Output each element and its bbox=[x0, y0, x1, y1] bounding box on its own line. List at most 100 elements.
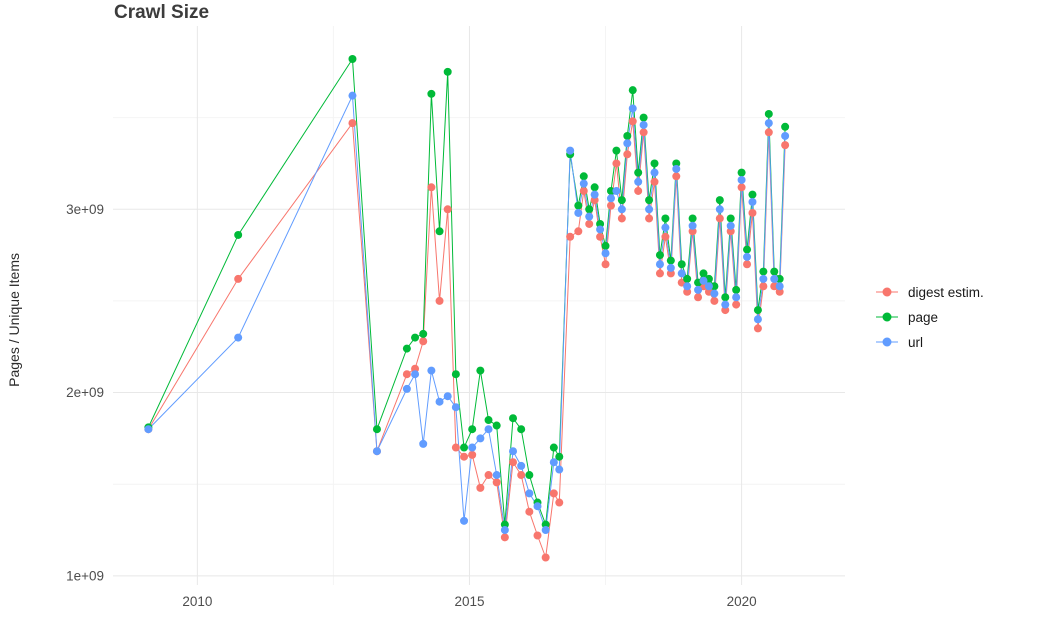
data-point-page bbox=[612, 146, 621, 155]
data-point-page bbox=[549, 443, 558, 452]
data-point-page bbox=[517, 425, 526, 434]
data-point-url bbox=[661, 223, 670, 232]
data-point-url bbox=[234, 333, 243, 342]
data-point-url bbox=[419, 439, 428, 448]
data-point-digest-estim bbox=[753, 324, 762, 333]
data-point-url bbox=[639, 120, 648, 129]
data-point-page bbox=[781, 122, 790, 131]
data-point-digest-estim bbox=[645, 214, 654, 223]
series-line-url bbox=[148, 93, 786, 531]
data-point-url bbox=[623, 139, 632, 148]
data-point-page bbox=[500, 520, 509, 529]
x-tick-label: 2015 bbox=[454, 594, 484, 609]
legend-key-digest-estim-icon bbox=[876, 287, 898, 297]
data-point-digest-estim bbox=[661, 232, 670, 241]
data-point-digest-estim bbox=[737, 183, 746, 192]
data-point-page bbox=[435, 227, 444, 236]
data-point-url bbox=[775, 282, 784, 291]
data-point-digest-estim bbox=[566, 232, 575, 241]
chart-title: Crawl Size bbox=[114, 2, 210, 23]
data-point-url bbox=[484, 425, 493, 434]
data-point-digest-estim bbox=[525, 507, 534, 516]
data-point-page bbox=[348, 54, 357, 63]
data-point-digest-estim bbox=[672, 172, 681, 181]
data-point-url bbox=[737, 175, 746, 184]
data-point-page bbox=[525, 471, 534, 480]
data-point-digest-estim bbox=[443, 205, 452, 214]
data-point-page bbox=[737, 168, 746, 177]
data-point-digest-estim bbox=[451, 443, 460, 452]
series-line-page bbox=[147, 57, 786, 525]
data-point-page bbox=[541, 520, 550, 529]
data-point-page bbox=[732, 285, 741, 294]
data-point-digest-estim bbox=[509, 458, 518, 467]
data-point-page bbox=[411, 333, 420, 342]
data-point-page bbox=[759, 267, 768, 276]
data-point-digest-estim bbox=[617, 214, 626, 223]
data-point-page bbox=[661, 214, 670, 223]
data-point-url bbox=[427, 366, 436, 375]
data-point-page bbox=[623, 131, 632, 140]
data-point-url bbox=[541, 526, 550, 535]
data-point-page bbox=[427, 89, 436, 98]
data-point-digest-estim bbox=[688, 227, 697, 236]
data-point-digest-estim bbox=[666, 269, 675, 278]
data-point-url bbox=[683, 282, 692, 291]
data-point-page bbox=[484, 416, 493, 425]
data-point-page bbox=[419, 329, 428, 338]
data-point-url bbox=[402, 384, 411, 393]
data-point-url bbox=[753, 315, 762, 324]
data-point-page bbox=[492, 421, 501, 430]
data-point-digest-estim bbox=[402, 370, 411, 379]
data-point-page bbox=[666, 256, 675, 265]
legend: digest estim. page url bbox=[874, 283, 984, 351]
data-point-page bbox=[770, 267, 779, 276]
data-point-page bbox=[677, 260, 686, 269]
data-point-page bbox=[509, 414, 518, 423]
data-point-url bbox=[476, 434, 485, 443]
data-point-page bbox=[726, 214, 735, 223]
data-point-page bbox=[460, 443, 469, 452]
data-point-page bbox=[721, 293, 730, 302]
data-point-page bbox=[753, 306, 762, 315]
data-point-digest-estim bbox=[781, 141, 790, 150]
data-point-page bbox=[476, 366, 485, 375]
data-point-page bbox=[672, 159, 681, 168]
legend-entry-page: page bbox=[874, 308, 984, 326]
data-point-url bbox=[688, 221, 697, 230]
data-point-url bbox=[617, 205, 626, 214]
data-point-digest-estim bbox=[694, 293, 703, 302]
data-point-page bbox=[688, 214, 697, 223]
data-point-page bbox=[715, 196, 724, 205]
data-point-digest-estim bbox=[639, 128, 648, 137]
data-point-digest-estim bbox=[419, 337, 428, 346]
data-point-url bbox=[555, 465, 564, 474]
data-point-digest-estim bbox=[533, 531, 542, 540]
data-point-digest-estim bbox=[579, 186, 588, 195]
data-point-digest-estim bbox=[476, 483, 485, 492]
data-point-page bbox=[451, 370, 460, 379]
data-point-url bbox=[460, 516, 469, 525]
data-point-url bbox=[606, 194, 615, 203]
data-point-digest-estim bbox=[628, 117, 637, 126]
data-point-url bbox=[525, 489, 534, 498]
data-point-url bbox=[468, 443, 477, 452]
data-point-url bbox=[726, 221, 735, 230]
data-point-url bbox=[509, 447, 518, 456]
data-point-page bbox=[748, 190, 757, 199]
data-point-url bbox=[759, 274, 768, 283]
data-point-url bbox=[732, 293, 741, 302]
data-point-page bbox=[579, 172, 588, 181]
data-point-digest-estim bbox=[715, 214, 724, 223]
data-point-url bbox=[721, 300, 730, 309]
data-point-page bbox=[234, 230, 243, 239]
data-point-digest-estim bbox=[601, 260, 610, 269]
data-point-page bbox=[650, 159, 659, 168]
data-point-digest-estim bbox=[650, 177, 659, 186]
y-tick-label: 1e+09 bbox=[66, 568, 104, 583]
data-point-url bbox=[704, 282, 713, 291]
data-point-url bbox=[579, 179, 588, 188]
data-point-url bbox=[666, 263, 675, 272]
data-point-page bbox=[628, 86, 637, 95]
data-point-page bbox=[596, 219, 605, 228]
